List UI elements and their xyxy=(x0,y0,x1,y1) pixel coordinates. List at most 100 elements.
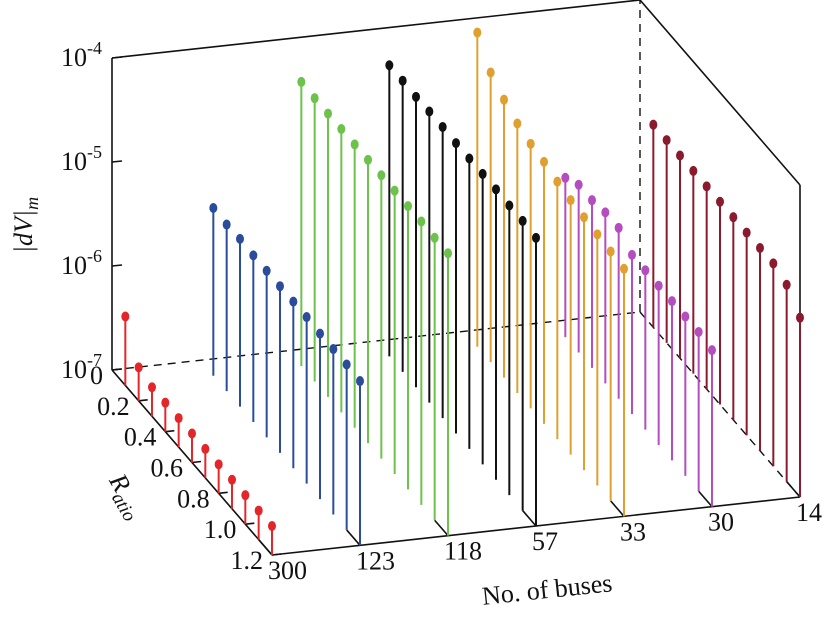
stem-head xyxy=(654,280,663,291)
stem-head xyxy=(411,91,420,102)
stem-head xyxy=(350,139,359,150)
stem-head xyxy=(649,119,658,130)
x-tick xyxy=(218,491,228,495)
stem-head xyxy=(574,179,583,190)
x-tick xyxy=(111,368,122,371)
stem-head xyxy=(715,196,724,207)
stem-head xyxy=(201,443,210,454)
stem-head xyxy=(275,281,284,292)
stem-head xyxy=(398,75,407,86)
x-tick-label: 0.2 xyxy=(97,392,130,421)
stem-head xyxy=(161,397,170,408)
stem-head xyxy=(505,200,514,211)
stem-head xyxy=(302,312,311,323)
stem-head xyxy=(702,181,711,192)
x-tick-label: 1.0 xyxy=(204,515,237,544)
stem-head xyxy=(566,195,575,206)
stem-head xyxy=(531,232,540,243)
stem-head xyxy=(438,121,447,132)
stem-head xyxy=(451,138,460,149)
y-tick-label: 33 xyxy=(620,517,646,546)
stem-head xyxy=(403,201,412,212)
stem-head xyxy=(385,60,394,71)
stem-head xyxy=(539,156,548,167)
stem-head xyxy=(315,328,324,339)
y-tick xyxy=(698,490,713,508)
stem-head xyxy=(694,326,703,337)
y-tick-label: 123 xyxy=(356,546,395,575)
stem-head xyxy=(729,212,738,223)
stem-head xyxy=(601,207,610,218)
floor-back-edge xyxy=(111,311,641,371)
y-tick-label: 57 xyxy=(532,527,558,556)
stem-head xyxy=(121,311,130,322)
y-tick-label: 30 xyxy=(708,508,734,537)
stem-head xyxy=(667,296,676,307)
x-tick-label: 0 xyxy=(90,361,103,390)
stem-head xyxy=(323,108,332,119)
stem-head xyxy=(675,150,684,161)
stem-head xyxy=(235,233,244,244)
y-tick xyxy=(786,481,801,498)
stem-head xyxy=(513,118,522,129)
stem-head xyxy=(134,362,143,373)
x-tick xyxy=(271,553,282,556)
stem-head xyxy=(187,428,196,439)
stem-head xyxy=(518,215,527,226)
y-tick xyxy=(434,519,449,537)
stem-head xyxy=(227,474,236,485)
x-tick-label: 0.8 xyxy=(177,484,210,513)
stem-head xyxy=(473,27,482,38)
stem-head xyxy=(662,135,671,146)
stem-head xyxy=(614,222,623,233)
stem-head xyxy=(209,203,218,214)
stem-head xyxy=(465,153,474,164)
y-axis-label: No. of buses xyxy=(481,568,614,611)
stem-head xyxy=(486,67,495,78)
stem-head xyxy=(241,490,250,501)
stem-head xyxy=(443,248,452,259)
top-back-edge xyxy=(111,0,641,59)
stem-head xyxy=(390,185,399,196)
stem-head xyxy=(491,184,500,195)
top-right-edge xyxy=(639,0,801,186)
z-tick xyxy=(111,160,123,163)
x-axis-label: Ratio xyxy=(99,468,152,525)
stem-head xyxy=(174,413,183,424)
stem-head xyxy=(553,176,562,187)
z-tick xyxy=(111,264,123,267)
stem-head xyxy=(377,170,386,181)
stem-head xyxy=(742,227,751,238)
stem-head xyxy=(755,242,764,253)
stem-head xyxy=(289,296,298,307)
stem-head xyxy=(425,106,434,117)
stem-head xyxy=(641,265,650,276)
stem-head xyxy=(707,345,716,356)
x-tick xyxy=(191,460,202,464)
z-tick xyxy=(111,56,123,59)
stem-head xyxy=(417,216,426,227)
stem-head xyxy=(310,93,319,104)
x-tick xyxy=(138,399,148,402)
stem-head xyxy=(430,232,439,243)
stem-head xyxy=(214,459,223,470)
stem-head xyxy=(222,219,231,230)
stem-head xyxy=(769,258,778,269)
y-tick xyxy=(522,510,537,527)
stem-head xyxy=(606,246,615,257)
stem-head xyxy=(593,229,602,240)
stem-head xyxy=(337,124,346,135)
stem-head xyxy=(262,265,271,276)
floor-right-edge xyxy=(639,311,801,498)
y-tick xyxy=(346,529,361,546)
stem-head xyxy=(249,250,258,261)
x-tick-label: 0.4 xyxy=(124,423,157,452)
stem-head xyxy=(499,94,508,105)
stem-head xyxy=(526,138,535,149)
stem-head xyxy=(363,154,372,165)
x-tick xyxy=(165,429,175,433)
stem-head xyxy=(561,172,570,183)
stem-head xyxy=(329,344,338,355)
stem-head xyxy=(689,165,698,176)
z-tick-label: 10-5 xyxy=(61,142,102,176)
